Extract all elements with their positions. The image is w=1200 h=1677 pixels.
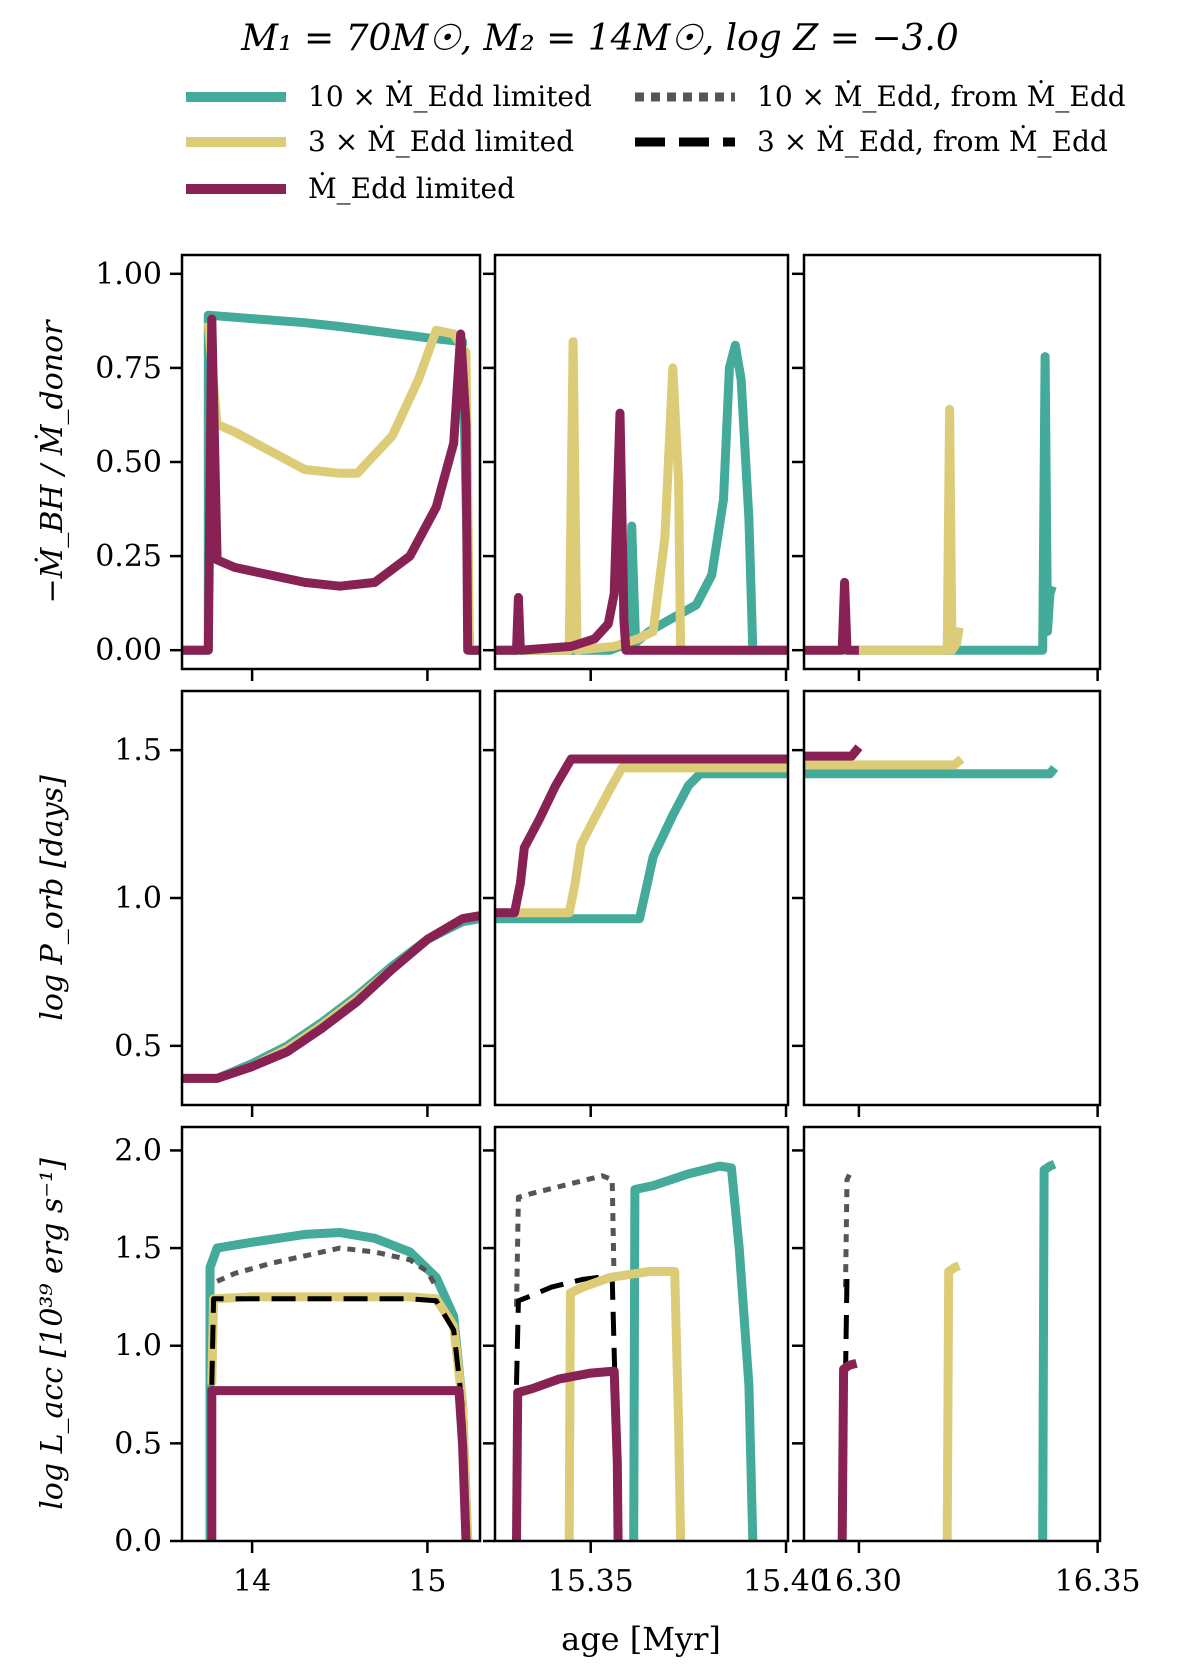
legend-item-gold: 3 × Ṁ_Edd limited — [186, 125, 574, 158]
series-line-teal-r0-c0 — [182, 310, 480, 655]
legend-item-teal: 10 × Ṁ_Edd limited — [186, 80, 592, 113]
legend-label-teal: 10 × Ṁ_Edd limited — [308, 80, 592, 113]
legend-swatch-gold — [186, 136, 286, 147]
legend-label-gold: 3 × Ṁ_Edd limited — [308, 125, 575, 158]
legend-label-dotted: 10 × Ṁ_Edd, from Ṁ_Edd — [757, 80, 1126, 113]
panel-series-r1-c0 — [182, 911, 480, 1083]
panel-series-r2-c2 — [837, 1159, 1057, 1541]
series-line-wine-r0-c0 — [182, 314, 480, 655]
legend-swatch-dotted — [635, 92, 735, 102]
series-line-gold-r0-c0 — [203, 322, 474, 651]
series-line-teal-r2-c2 — [1038, 1159, 1057, 1541]
ytick-label-r1-1: 1.0 — [114, 881, 162, 916]
xtick-label-c2-1: 16.35 — [1055, 1564, 1141, 1599]
series-line-wine-r1-c0 — [182, 911, 480, 1083]
panel-series-r1-c1 — [495, 754, 788, 924]
panel-frame-r1-c0 — [180, 689, 482, 1107]
legend-swatch-dashed — [635, 137, 735, 147]
panel-r1-c1 — [483, 689, 790, 1117]
ytick-label-r1-2: 1.5 — [114, 733, 162, 768]
series-line-teal-r0-c1 — [495, 340, 788, 655]
panel-frame-r2-c0 — [180, 1125, 482, 1543]
ytick-label-r2-0: 0.0 — [114, 1524, 162, 1559]
series-line-dotted-r2-c2 — [843, 1168, 854, 1288]
xtick-label-c0-0: 14 — [233, 1564, 271, 1599]
xtick-label-c1-0: 15.35 — [548, 1564, 634, 1599]
panel-series-r0-c0 — [182, 310, 480, 655]
legend-item-dotted: 10 × Ṁ_Edd, from Ṁ_Edd — [635, 80, 1126, 113]
panel-r0-c0: 0.00 0.25 0.50 0.75 1.00 — [95, 253, 482, 681]
legend-item-wine: Ṁ_Edd limited — [186, 172, 515, 205]
series-line-gold-r2-c0 — [207, 1292, 473, 1541]
series-line-gold-r0-c2 — [856, 404, 964, 655]
panel-series-r1-c2 — [804, 744, 1059, 779]
ytick-label-r2-1: 0.5 — [114, 1426, 162, 1461]
legend-swatch-teal — [186, 91, 286, 102]
series-line-wine-r0-c1 — [495, 408, 788, 655]
series-line-wine-r1-c1 — [495, 754, 788, 918]
series-line-wine-r0-c2 — [804, 577, 859, 655]
panel-r2-c2: 16.30 16.35 — [792, 1125, 1141, 1599]
ytick-label-r2-3: 1.5 — [114, 1231, 162, 1266]
series-line-wine-r2-c1 — [512, 1366, 623, 1541]
ytick-label-r0-4: 1.00 — [95, 257, 162, 292]
ytick-label-r0-2: 0.50 — [95, 445, 162, 480]
series-line-gold-r1-c2 — [804, 755, 965, 770]
series-line-gold-r1-c1 — [495, 763, 788, 918]
panel-r2-c0: 0.0 0.5 1.0 1.5 2.0 14 15 — [114, 1125, 482, 1599]
series-line-gold-r0-c1 — [495, 337, 788, 655]
ytick-label-r0-3: 0.75 — [95, 351, 162, 386]
panel-r2-c1: 15.35 15.40 — [483, 1125, 829, 1599]
ylabel-r0: −Ṁ_BH / Ṁ_donor — [34, 319, 70, 604]
series-line-gold-r2-c2 — [942, 1261, 961, 1541]
ytick-label-r0-0: 0.00 — [95, 633, 162, 668]
panel-series-r2-c1 — [512, 1161, 758, 1541]
series-line-gold-r2-c1 — [564, 1267, 686, 1541]
ytick-label-r2-4: 2.0 — [114, 1133, 162, 1168]
series-line-teal-r0-c2 — [858, 352, 1057, 655]
series-line-teal-r1-c2 — [804, 765, 1059, 779]
xtick-label-c0-1: 15 — [408, 1564, 446, 1599]
ylabel-r2: log L_acc [10³⁹ erg s⁻¹] — [35, 1158, 70, 1510]
ytick-label-r1-0: 0.5 — [114, 1029, 162, 1064]
chart-title: M₁ = 70M☉, M₂ = 14M☉, log Z = −3.0 — [241, 18, 959, 59]
panel-r0-c2 — [792, 253, 1102, 681]
legend-swatch-wine — [186, 183, 286, 194]
series-line-dashed-r2-c1 — [514, 1274, 619, 1424]
series-line-teal-r1-c1 — [495, 769, 788, 924]
panel-frame-r2-c2 — [802, 1125, 1102, 1543]
series-line-dotted-r2-c1 — [514, 1173, 617, 1307]
series-line-dashed-r2-c2 — [843, 1277, 850, 1376]
ytick-label-r2-2: 1.0 — [114, 1329, 162, 1364]
panel-series-r0-c2 — [804, 352, 1057, 655]
panel-frame-r2-c1 — [493, 1125, 790, 1543]
ytick-label-r0-1: 0.25 — [95, 539, 162, 574]
series-line-dashed-r2-c0 — [209, 1296, 471, 1541]
series-line-teal-r2-c1 — [629, 1161, 758, 1541]
xtick-label-c2-0: 16.30 — [816, 1564, 902, 1599]
series-line-wine-r1-c2 — [804, 744, 863, 761]
legend-item-dashed: 3 × Ṁ_Edd, from Ṁ_Edd — [635, 125, 1108, 158]
xlabel: age [Myr] — [561, 1620, 721, 1658]
legend-label-wine: Ṁ_Edd limited — [308, 172, 516, 205]
series-line-wine-r2-c2 — [837, 1358, 858, 1541]
series-line-teal-r1-c0 — [182, 914, 480, 1083]
panel-r1-c2 — [792, 689, 1102, 1117]
panel-series-r2-c0 — [205, 1228, 473, 1541]
legend-label-dashed: 3 × Ṁ_Edd, from Ṁ_Edd — [757, 125, 1108, 158]
panel-r1-c0: 0.5 1.0 1.5 — [114, 689, 482, 1117]
ylabel-r1: log P_orb [days] — [35, 775, 70, 1021]
series-line-dotted-r2-c0 — [216, 1245, 439, 1289]
panel-series-r0-c1 — [495, 337, 788, 655]
xtick-label-c1-1: 15.40 — [743, 1564, 829, 1599]
series-line-wine-r2-c0 — [207, 1386, 471, 1541]
panel-r0-c1 — [483, 253, 790, 681]
